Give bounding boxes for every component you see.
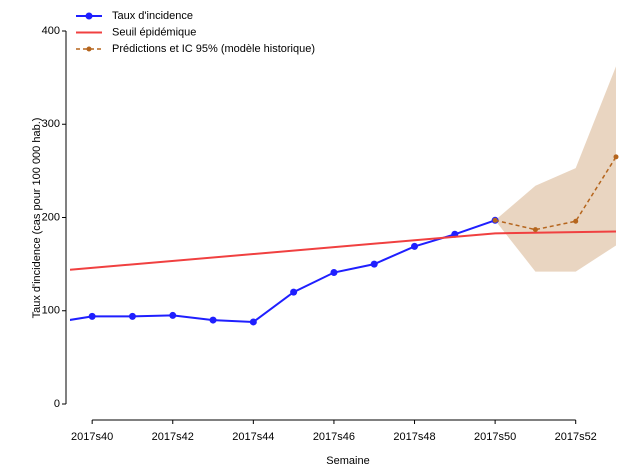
data-point <box>370 260 378 268</box>
x-tick-label: 2017s52 <box>555 431 597 443</box>
legend-marker <box>86 46 92 52</box>
y-tick-label: 400 <box>42 25 60 37</box>
data-point <box>411 242 419 250</box>
x-tick-label: 2017s44 <box>232 431 274 443</box>
x-tick-label: 2017s48 <box>393 431 435 443</box>
y-tick-label: 0 <box>54 398 60 410</box>
x-tick-label: 2017s42 <box>152 431 194 443</box>
data-point <box>249 318 257 326</box>
data-point <box>88 312 96 320</box>
data-point <box>330 269 338 277</box>
legend-label: Seuil épidémique <box>112 26 196 38</box>
x-tick-label: 2017s40 <box>71 431 113 443</box>
data-point <box>48 319 55 326</box>
y-tick-label: 100 <box>42 305 60 317</box>
data-point <box>209 316 217 324</box>
data-point <box>492 217 498 223</box>
data-point <box>573 218 579 224</box>
data-point <box>613 154 619 160</box>
confidence-band <box>495 66 616 272</box>
y-axis-label: Taux d'incidence (cas pour 100 000 hab.) <box>31 118 43 319</box>
x-tick-label: 2017s46 <box>313 431 355 443</box>
x-axis-label: Semaine <box>326 455 369 467</box>
series-line <box>494 156 617 231</box>
legend-label: Taux d'incidence <box>112 10 193 22</box>
data-point <box>169 311 177 319</box>
legend-label: Prédictions et IC 95% (modèle historique… <box>112 43 315 55</box>
series-line <box>70 219 496 323</box>
data-point <box>532 227 538 233</box>
data-point <box>128 312 136 320</box>
legend-marker <box>85 12 93 20</box>
series-line <box>70 230 617 271</box>
y-tick-label: 200 <box>42 211 60 223</box>
plot-area <box>48 66 619 326</box>
data-point <box>290 288 298 296</box>
y-tick-label: 300 <box>42 118 60 130</box>
x-tick-label: 2017s50 <box>474 431 516 443</box>
